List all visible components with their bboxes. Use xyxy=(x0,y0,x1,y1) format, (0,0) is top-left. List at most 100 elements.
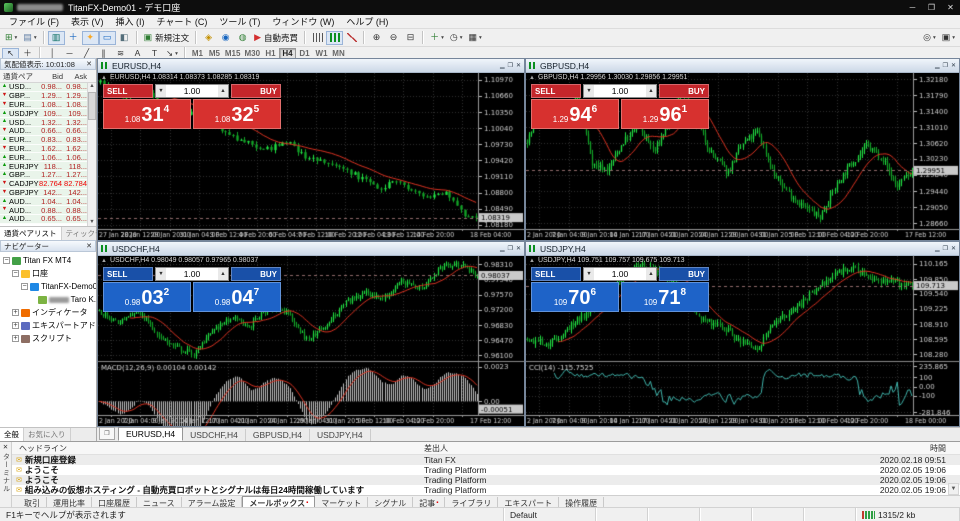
terminal-tab-4[interactable]: アラーム設定 xyxy=(182,497,243,509)
collapse-panel-icon[interactable]: ▲ xyxy=(101,257,107,264)
indicators-button[interactable]: ＋ ▾ xyxy=(427,31,447,45)
chart-tab-usdchf[interactable]: USDCHF,H4 xyxy=(183,429,246,441)
collapse-icon[interactable]: − xyxy=(12,270,19,277)
bars-mode-button[interactable] xyxy=(309,31,326,45)
chevron-down-icon[interactable]: ▾ xyxy=(441,34,444,41)
zoom-out-button[interactable]: ⊖ xyxy=(385,31,402,45)
market-watch-row[interactable]: ▲ EUR... 1.06... 1.06... xyxy=(0,153,96,163)
timeframe-w1-button[interactable]: W1 xyxy=(313,47,331,60)
autotrade-button[interactable]: ▶ 自動売買 xyxy=(251,31,301,45)
metaeditor-button[interactable]: ◈ xyxy=(200,31,217,45)
tree-item-account[interactable]: − TitanFX-Demo01 xyxy=(0,280,96,293)
market-watch-tab[interactable]: 通貨ペアリスト xyxy=(0,227,62,240)
volume-increase-icon[interactable]: ▲ xyxy=(218,85,228,97)
fibonacci-tool-button[interactable]: ≋ xyxy=(112,48,129,60)
terminal-tab-5[interactable]: メールボックス ▪ xyxy=(242,496,316,509)
terminal-tab-8[interactable]: 記事 ▪ xyxy=(413,497,446,509)
buy-price-button[interactable]: 1.08 32 5 xyxy=(193,99,281,129)
channel-tool-button[interactable]: ∥ xyxy=(95,48,112,60)
buy-button[interactable]: BUY xyxy=(659,267,709,281)
market-watch-row[interactable]: ▲ AUD... 0.65... 0.65... xyxy=(0,214,96,224)
terminal-tab-10[interactable]: エキスパート xyxy=(498,497,560,509)
chevron-down-icon[interactable]: ▾ xyxy=(175,50,178,57)
menu-insert[interactable]: 挿入 (I) xyxy=(115,17,145,27)
mail-row[interactable]: ✉ ようこそ Trading Platform 2020.02.05 19:06 xyxy=(12,475,960,485)
templates-button[interactable]: ▦ ▾ xyxy=(465,31,484,45)
restore-icon[interactable]: ❐ xyxy=(942,63,948,69)
volume-decrease-icon[interactable]: ▼ xyxy=(584,268,594,280)
maximize-button[interactable]: ❐ xyxy=(927,3,936,12)
expand-icon[interactable]: + xyxy=(12,309,19,316)
terminal-tab-0[interactable]: 取引 xyxy=(18,497,47,509)
market-watch-row[interactable]: ▼ AUD... 0.88... 0.88... xyxy=(0,206,96,215)
close-button[interactable]: ✕ xyxy=(947,3,954,12)
menu-view[interactable]: 表示 (V) xyxy=(71,17,104,27)
close-icon[interactable]: ✕ xyxy=(515,246,521,252)
market-watch-toggle-button[interactable]: ▥ xyxy=(47,30,65,45)
close-icon[interactable]: ✕ xyxy=(950,63,956,69)
volume-increase-icon[interactable]: ▲ xyxy=(218,268,228,280)
collapse-icon[interactable]: − xyxy=(3,257,10,264)
chevron-down-icon[interactable]: ▾ xyxy=(33,34,37,41)
text-tool-button[interactable]: A xyxy=(129,48,146,60)
tile-windows-button[interactable]: ⊟ xyxy=(402,31,419,45)
menu-tools[interactable]: ツール (T) xyxy=(219,17,261,27)
terminal-close-icon[interactable]: ✕ xyxy=(2,444,9,451)
candles-mode-button[interactable] xyxy=(326,30,344,45)
navigator-close-icon[interactable]: ✕ xyxy=(86,243,92,250)
terminal-tab-6[interactable]: マーケット xyxy=(315,497,369,509)
scrollbar-thumb[interactable] xyxy=(88,91,96,120)
trendline-tool-button[interactable]: ╱ xyxy=(78,48,95,60)
collapse-panel-icon[interactable]: ▲ xyxy=(529,74,535,81)
sell-price-button[interactable]: 1.29 94 6 xyxy=(531,99,619,129)
chart-window-titlebar[interactable]: GBPUSD,H4 ▁ ❐ ✕ xyxy=(526,59,959,73)
market-watch-scrollbar[interactable]: ▲ ▼ xyxy=(87,83,96,226)
column-sender[interactable]: 差出人 xyxy=(424,443,448,453)
restore-icon[interactable]: ❐ xyxy=(507,63,513,69)
timeframe-m5-button[interactable]: M5 xyxy=(205,47,223,60)
new-order-button[interactable]: ▣ 新規注文 xyxy=(141,31,193,45)
terminal-tab-1[interactable]: 運用比率 xyxy=(47,497,92,509)
menu-chart[interactable]: チャート (C) xyxy=(156,17,208,27)
timeframe-m15-button[interactable]: M15 xyxy=(222,47,243,60)
menu-help[interactable]: ヘルプ (H) xyxy=(346,17,389,27)
timeframe-m30-button[interactable]: M30 xyxy=(242,47,263,60)
buy-price-button[interactable]: 109 71 8 xyxy=(621,282,709,312)
market-watch-row[interactable]: ▼ AUD... 0.66... 0.66... xyxy=(0,126,96,136)
restore-icon[interactable]: ❐ xyxy=(507,246,513,252)
chart-window-titlebar[interactable]: USDCHF,H4 ▁ ❐ ✕ xyxy=(98,242,524,256)
tree-item-experts[interactable]: + エキスパートアドバイザ xyxy=(0,319,96,332)
market-watch-row[interactable]: ▼ GBP... 1.29... 1.29... xyxy=(0,91,96,101)
volume-stepper[interactable]: ▼ 1.00 ▲ xyxy=(155,84,229,98)
market-watch-row[interactable]: ▼ GBPJPY 142... 142... xyxy=(0,188,96,198)
community-button[interactable]: ◉ xyxy=(217,31,234,45)
minimize-icon[interactable]: ▁ xyxy=(499,246,505,252)
market-watch-column-bid[interactable]: Bid xyxy=(52,71,63,81)
tree-item-platform[interactable]: − Titan FX MT4 xyxy=(0,254,96,267)
close-icon[interactable]: ✕ xyxy=(515,63,521,69)
window-list-button[interactable]: ❐ xyxy=(99,427,115,440)
scroll-up-icon[interactable]: ▲ xyxy=(89,83,95,89)
zoom-in-button[interactable]: ⊕ xyxy=(368,31,385,45)
website-button[interactable]: ◍ xyxy=(234,31,251,45)
search-button[interactable]: ◎ ▾ xyxy=(920,31,939,45)
buy-button[interactable]: BUY xyxy=(231,267,281,281)
sell-button[interactable]: SELL xyxy=(103,84,153,98)
sell-button[interactable]: SELL xyxy=(103,267,153,281)
expand-icon[interactable]: + xyxy=(12,322,19,329)
menu-window[interactable]: ウィンドウ (W) xyxy=(272,17,335,27)
column-time[interactable]: 時間 xyxy=(930,443,946,453)
tree-item-accounts[interactable]: − 口座 xyxy=(0,267,96,280)
chevron-down-icon[interactable]: ▾ xyxy=(952,34,955,41)
buy-button[interactable]: BUY xyxy=(231,84,281,98)
volume-decrease-icon[interactable]: ▼ xyxy=(156,268,166,280)
market-watch-close-icon[interactable]: ✕ xyxy=(86,61,92,68)
navigator-tab[interactable]: お気に入り xyxy=(24,428,71,441)
status-profile[interactable]: Default xyxy=(504,508,596,521)
periods-button[interactable]: ◷ ▾ xyxy=(447,31,466,45)
market-watch-row[interactable]: ▼ CADJPY 82.764 82.784 xyxy=(0,179,96,189)
minimize-icon[interactable]: ▁ xyxy=(499,63,505,69)
market-watch-row[interactable]: ▲ GBP... 1.27... 1.27... xyxy=(0,170,96,180)
tree-item-scripts[interactable]: + スクリプト xyxy=(0,332,96,345)
market-watch-row[interactable]: ▲ AUD... 1.04... 1.04... xyxy=(0,197,96,207)
